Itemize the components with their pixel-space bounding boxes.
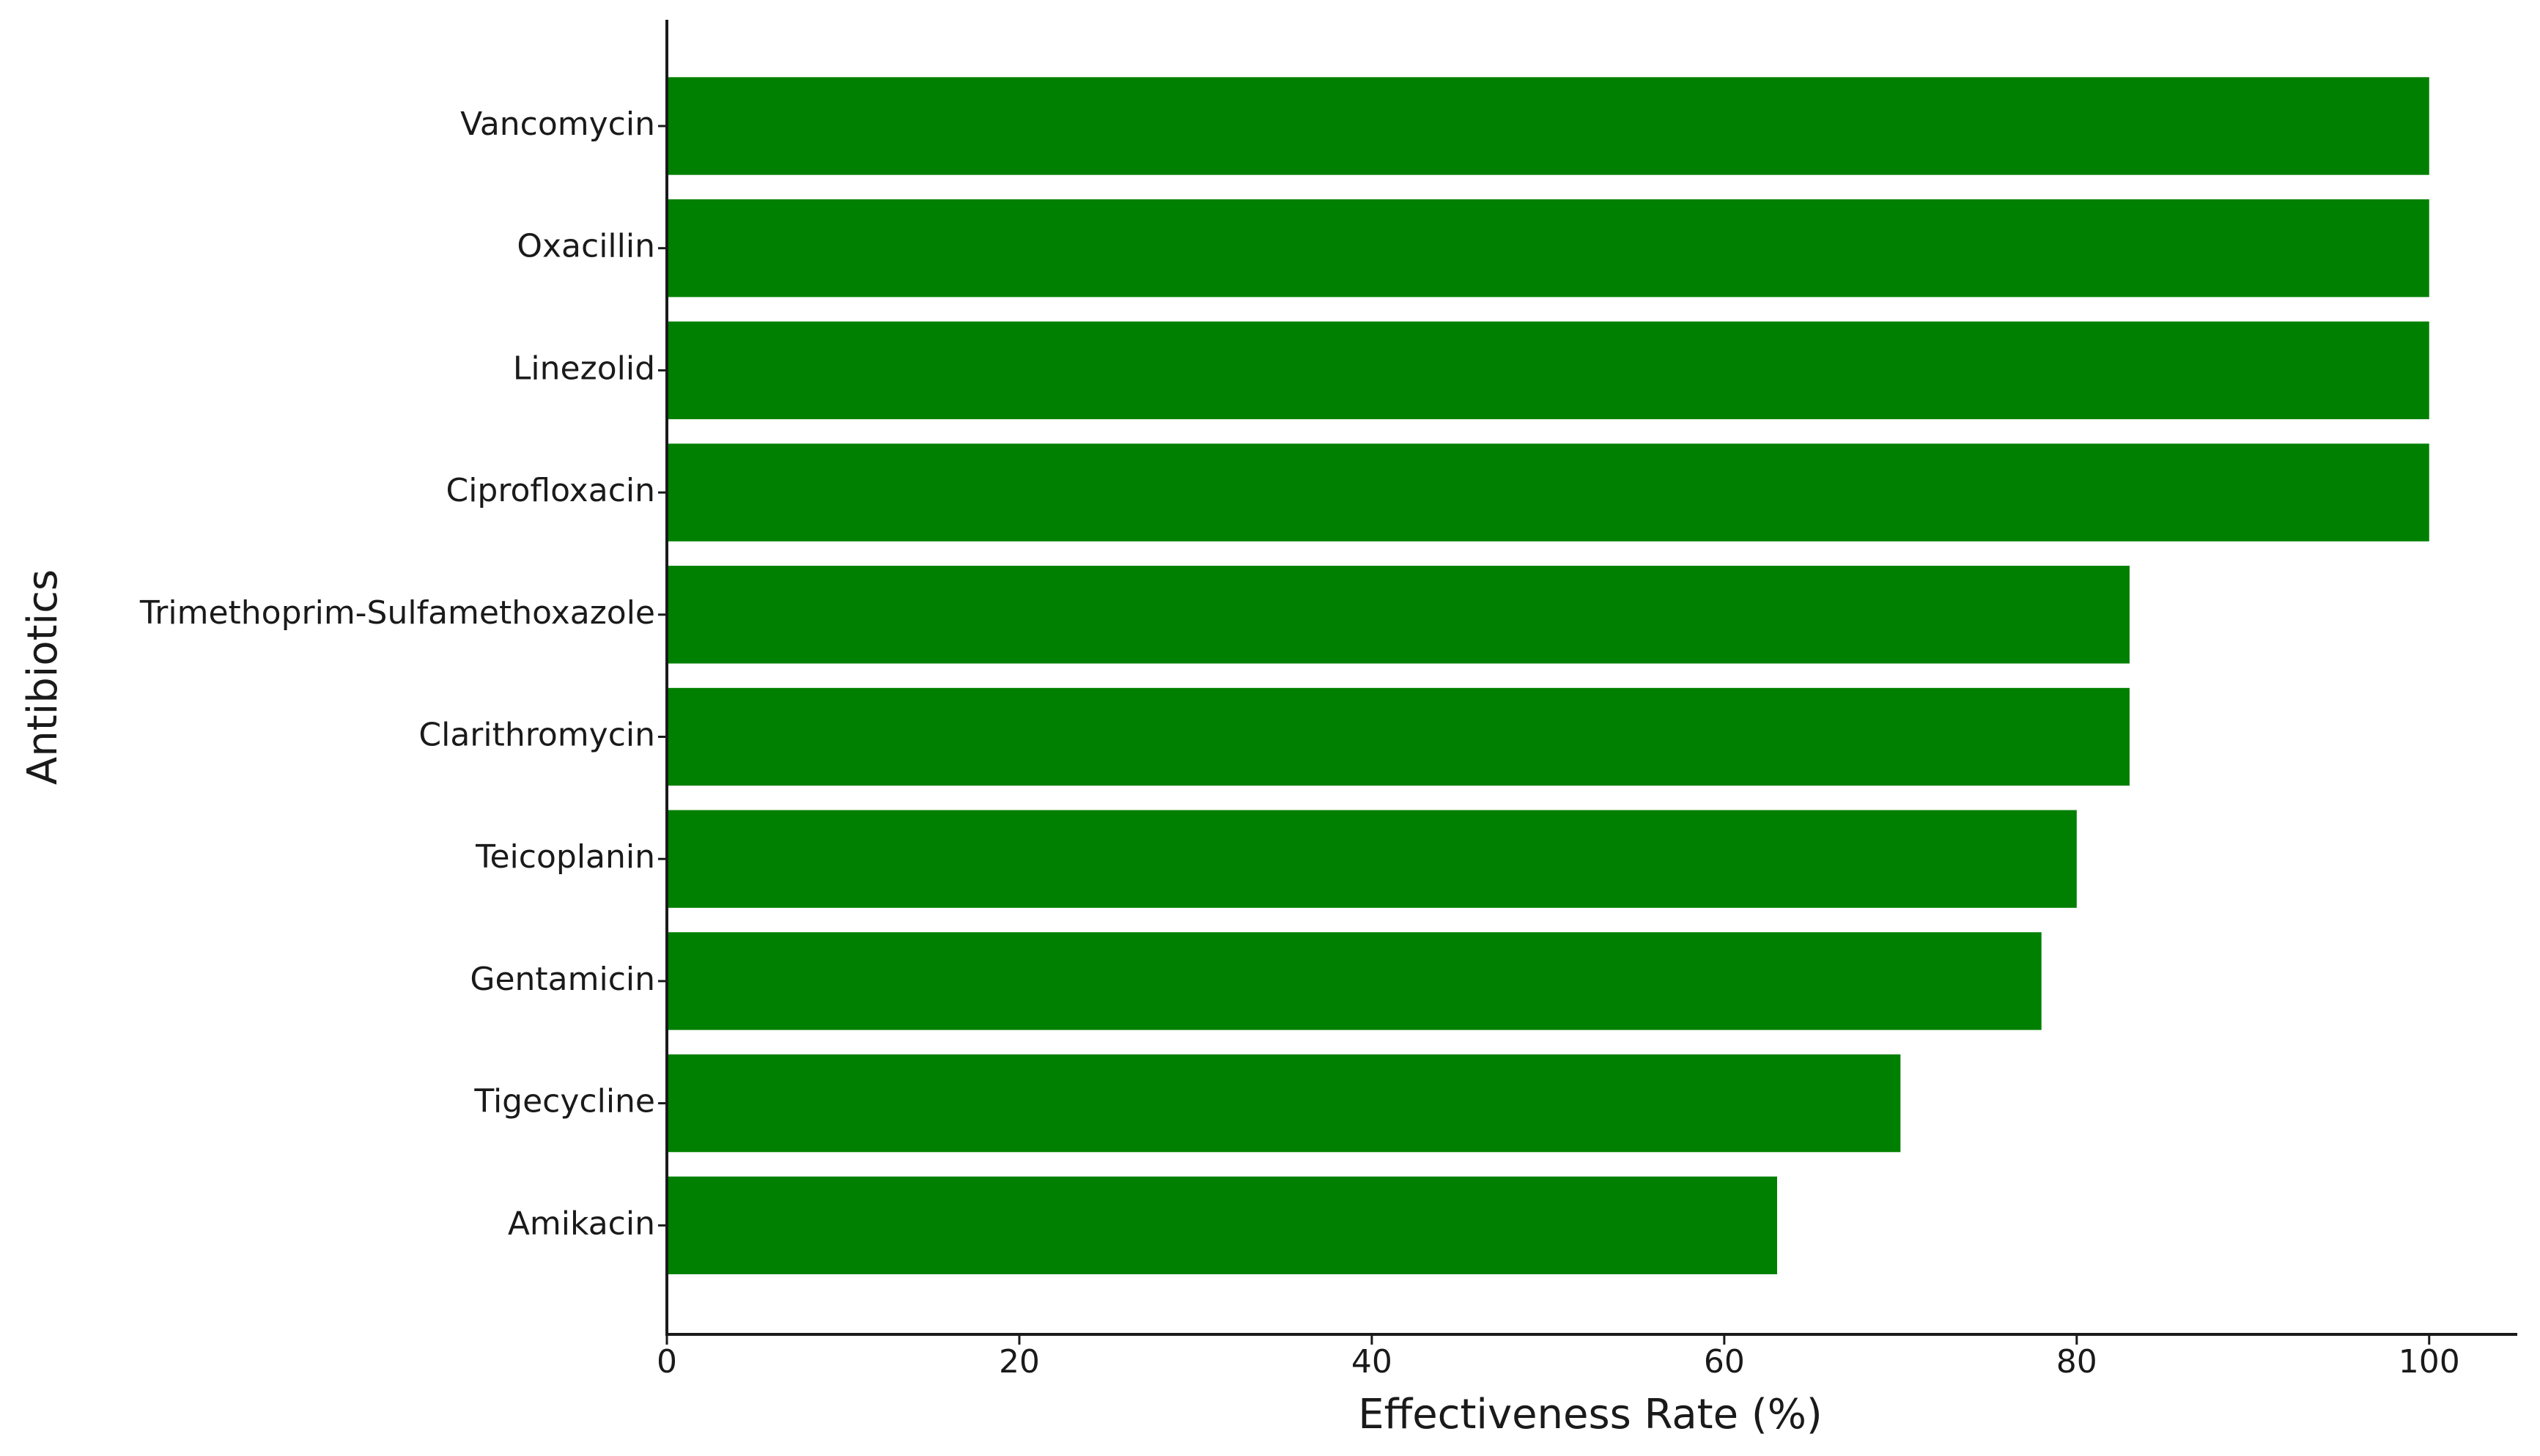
bar [667,321,2429,420]
bar [667,687,2130,786]
y-tick-label: Tigecycline [473,1083,655,1120]
y-tick-label: Linezolid [513,350,655,387]
x-tick-label: 80 [2056,1343,2097,1381]
x-tick-label: 0 [657,1343,677,1381]
bar [667,199,2429,298]
bar [667,1176,1777,1274]
bar [667,932,2042,1030]
y-tick-label: Amikacin [508,1205,655,1242]
y-tick-label: Oxacillin [517,228,655,265]
x-tick-label: 20 [999,1343,1040,1381]
y-tick-label: Teicoplanin [475,838,655,876]
x-tick-label: 100 [2399,1343,2460,1381]
x-axis-label: Effectiveness Rate (%) [1358,1391,1823,1438]
x-tick-label: 40 [1351,1343,1392,1381]
bar [667,1054,1901,1153]
x-tick-label: 60 [1704,1343,1745,1381]
bar [667,810,2077,908]
y-tick-label: Trimethoprim-Sulfamethoxazole [139,594,655,632]
y-tick-label: Ciprofloxacin [446,472,655,509]
bar [667,77,2429,175]
y-tick-label: Clarithromycin [418,717,655,754]
bar [667,443,2429,542]
y-axis-label: Antibiotics [19,569,67,785]
y-tick-label: Gentamicin [470,961,655,998]
bar [667,566,2130,664]
y-tick-label: Vancomycin [460,106,655,143]
